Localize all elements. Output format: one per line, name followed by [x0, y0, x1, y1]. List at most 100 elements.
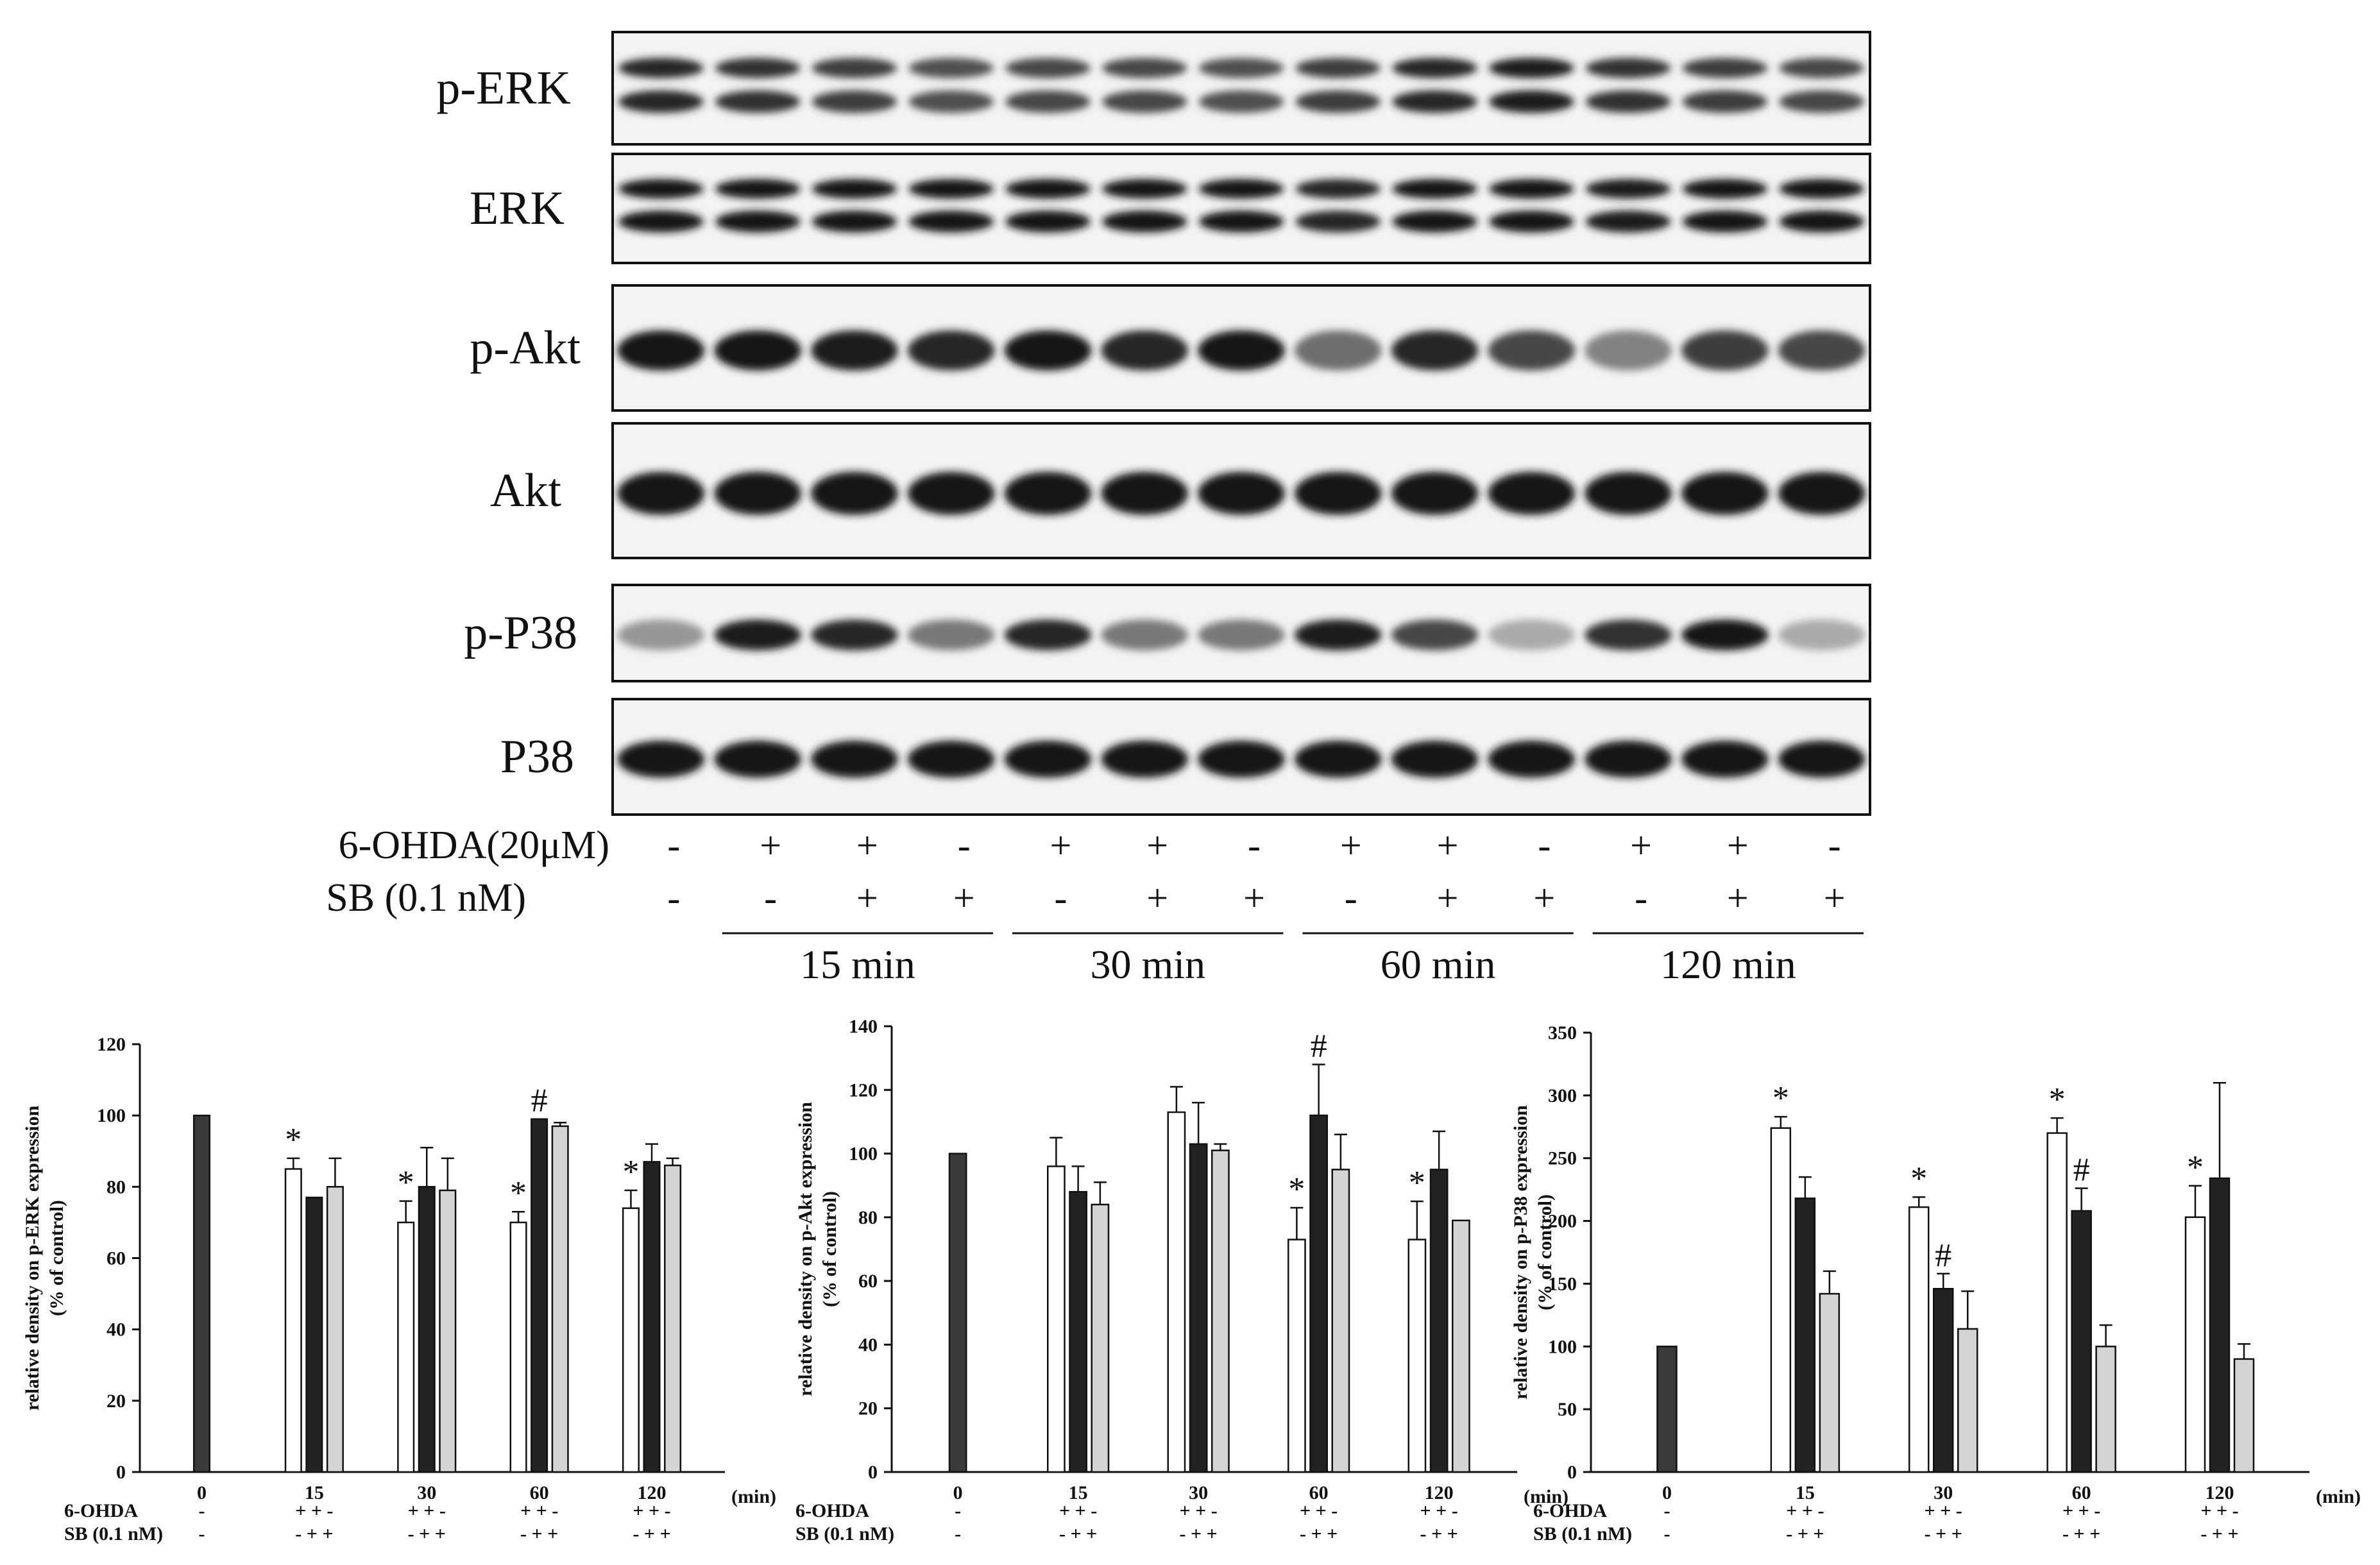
blot-band: [1294, 471, 1382, 515]
blot-6ohda-sign: -: [1248, 824, 1261, 867]
y-tick-label: 80: [106, 1176, 126, 1197]
y-tick-label: 0: [116, 1462, 126, 1483]
blot-band: [714, 740, 801, 778]
bar: [509, 1221, 527, 1473]
y-tick-label: 300: [1548, 1085, 1577, 1106]
y-tick-label: 60: [106, 1248, 126, 1269]
y-axis-label-unit: (% of control): [819, 1191, 840, 1307]
blot-band: [811, 620, 898, 650]
bar-chart-1: 0 20 40 60 80 100 120 relative density on p-ERK…: [22, 1034, 776, 1544]
blot-band: [1779, 58, 1864, 78]
blot-row-5: p-P38: [464, 584, 1871, 682]
blot-band: [1488, 179, 1574, 199]
blot-band: [1778, 330, 1866, 371]
blot-band: [1101, 58, 1187, 78]
x-tick-label: 120: [1425, 1482, 1454, 1503]
blot-band: [1392, 210, 1477, 233]
y-tick-label: 0: [868, 1462, 878, 1483]
y-axis-label: relative density on p-ERK expression: [22, 1105, 43, 1410]
significance-mark: *: [622, 1154, 639, 1190]
blot-band: [1585, 210, 1671, 233]
blot-band: [1488, 210, 1574, 233]
blot-band: [1101, 620, 1189, 650]
blot-band: [1004, 330, 1092, 371]
blot-band: [1681, 740, 1769, 778]
condition-sb-signs: - + +: [1300, 1523, 1338, 1544]
bar: [1309, 1114, 1328, 1473]
blot-band: [1295, 58, 1381, 78]
y-tick-label: 250: [1548, 1148, 1577, 1169]
bar: [305, 1196, 323, 1473]
bar: [2233, 1358, 2255, 1473]
blot-6ohda-sign: +: [1146, 824, 1168, 867]
blot-band: [1681, 330, 1769, 371]
blot-band: [1585, 740, 1672, 778]
condition-sb-label: SB (0.1 nM): [1533, 1523, 1632, 1544]
y-tick-label: 140: [849, 1016, 878, 1037]
x-tick-label: 30: [1934, 1482, 1953, 1503]
blot-band: [1295, 90, 1381, 113]
blot-sb-sign: -: [1345, 877, 1357, 919]
y-tick-label: 20: [858, 1398, 878, 1419]
blot-band: [1682, 210, 1768, 233]
x-tick-label: 0: [953, 1482, 963, 1503]
blot-band: [715, 90, 801, 113]
blot-band: [1101, 740, 1189, 778]
blot-band: [1488, 620, 1576, 650]
blot-band: [1585, 90, 1671, 113]
condition-6ohda-signs: + + -: [2062, 1500, 2100, 1521]
x-tick-label: 60: [2072, 1482, 2091, 1503]
blot-band: [812, 90, 897, 113]
blot-band: [907, 740, 995, 778]
significance-mark: #: [1311, 1028, 1327, 1065]
blot-band: [1488, 330, 1576, 371]
blot-band: [715, 179, 801, 199]
blot-band: [811, 330, 898, 371]
blot-sb-sign: +: [1243, 877, 1265, 919]
blot-6ohda-sign: +: [1437, 824, 1459, 867]
blot-band: [1585, 620, 1672, 650]
blot-band: [811, 471, 898, 515]
blot-band: [1778, 740, 1866, 778]
blot-band: [1392, 179, 1477, 199]
condition-6ohda-signs: + + -: [1300, 1500, 1338, 1521]
bar: [1957, 1328, 1978, 1473]
blot-band: [617, 620, 705, 650]
bar: [1407, 1239, 1427, 1473]
condition-6ohda-signs: + + -: [633, 1500, 670, 1521]
y-tick-label: 80: [858, 1207, 878, 1228]
blot-band: [812, 179, 897, 199]
blot-band: [617, 471, 705, 515]
blot-band: [1391, 740, 1479, 778]
blot-band: [1198, 90, 1284, 113]
blot-band: [1681, 620, 1769, 650]
condition-6ohda-label: 6-OHDA: [795, 1500, 869, 1521]
blot-6ohda-sign: +: [856, 824, 878, 867]
blot-sb-sign: -: [1054, 877, 1067, 919]
blot-band: [1391, 330, 1479, 371]
bar: [1331, 1169, 1350, 1473]
blot-sb-sign: +: [856, 877, 878, 919]
blot-band: [908, 210, 994, 233]
significance-mark: #: [2073, 1152, 2090, 1189]
blot-band: [907, 620, 995, 650]
blot-6ohda-sign: +: [1050, 824, 1072, 867]
blot-label: p-P38: [464, 607, 577, 659]
bar: [1047, 1165, 1066, 1473]
blot-6ohda-sign: +: [1340, 824, 1362, 867]
x-tick-label: 15: [1796, 1482, 1815, 1503]
y-tick-label: 200: [1548, 1211, 1577, 1232]
significance-mark: *: [1910, 1160, 1927, 1197]
condition-6ohda-signs: + + -: [1420, 1500, 1458, 1521]
blot-band: [1101, 330, 1189, 371]
blot-row-2: ERK: [470, 153, 1871, 264]
blot-band: [1488, 471, 1576, 515]
significance-mark: *: [2049, 1081, 2066, 1118]
y-tick-label: 40: [858, 1334, 878, 1355]
blot-band: [1004, 740, 1092, 778]
blot-sb-sign: +: [953, 877, 975, 919]
bar: [1819, 1292, 1840, 1473]
bar: [284, 1168, 302, 1473]
blot-sb-sign: +: [1824, 877, 1846, 919]
